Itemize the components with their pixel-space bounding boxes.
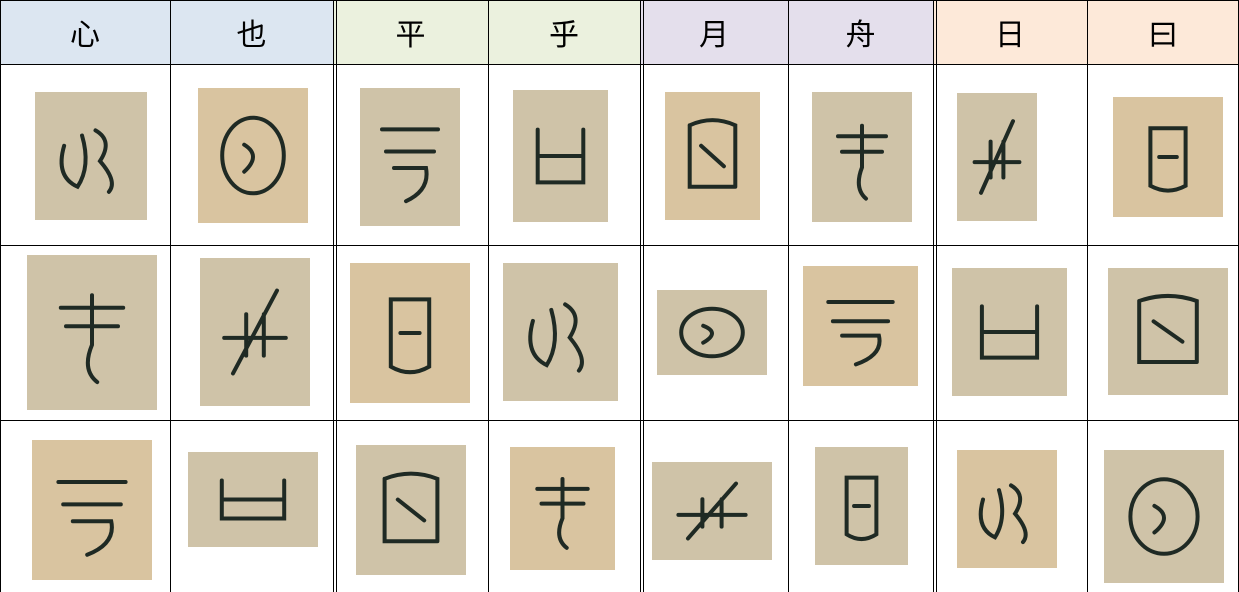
header-bg: [788, 0, 933, 64]
glyph-stroke: [982, 306, 1037, 357]
glyph-stroke: [385, 474, 438, 542]
glyph-image: [32, 440, 152, 580]
glyph-stroke: [538, 130, 584, 183]
glyph-image: [957, 450, 1057, 568]
glyph-stroke: [58, 482, 125, 555]
glyph-stroke: [222, 481, 284, 519]
column-header: 心: [70, 18, 100, 53]
column-header: 舟: [845, 18, 876, 53]
glyph-stroke: [847, 478, 877, 539]
glyph-stroke: [838, 126, 886, 199]
glyph-stroke: [1130, 479, 1197, 553]
glyph-stroke: [61, 295, 123, 382]
glyph-image: [360, 88, 460, 226]
glyph-stroke: [975, 121, 1020, 193]
glyph-stroke: [828, 302, 892, 364]
glyph-stroke: [62, 130, 112, 191]
glyph-stroke: [382, 129, 438, 201]
column-header: 曰: [1148, 18, 1178, 53]
column-header: 也: [236, 18, 267, 53]
header-bg: [1087, 0, 1239, 64]
column-header: 日: [995, 18, 1025, 53]
header-bg: [640, 0, 788, 64]
header-bg: [333, 0, 488, 64]
header-bg: [488, 0, 640, 64]
glyph-image: [503, 263, 618, 401]
header-bg: [933, 0, 1087, 64]
glyph-image: [35, 92, 147, 220]
column-header: 乎: [549, 18, 579, 53]
glyph-stroke: [222, 118, 284, 194]
column-header: 月: [699, 18, 729, 53]
glyph-stroke: [681, 309, 743, 357]
glyph-stroke: [690, 120, 736, 187]
glyph-stroke: [1150, 128, 1185, 190]
glyph-stroke: [981, 485, 1026, 542]
glyph-stroke: [537, 479, 587, 548]
glyph-stroke: [224, 291, 286, 374]
column-header: 平: [395, 18, 426, 53]
header-bg: [0, 0, 170, 64]
glyph-image: [803, 266, 918, 386]
glyph-stroke: [1139, 296, 1197, 362]
header-bg: [170, 0, 333, 64]
glyph-stroke: [530, 304, 582, 370]
glyph-stroke: [678, 484, 745, 539]
glyph-stroke: [391, 299, 429, 372]
